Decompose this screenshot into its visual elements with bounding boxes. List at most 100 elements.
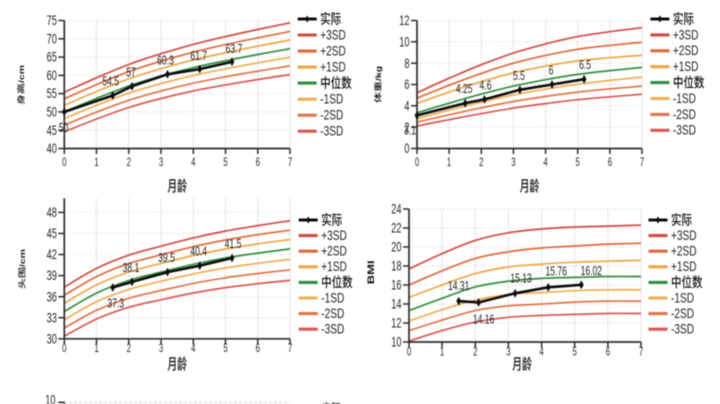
svg-text:-1SD: -1SD — [320, 91, 343, 107]
svg-text:-1SD: -1SD — [321, 290, 344, 306]
svg-text:24: 24 — [391, 203, 402, 217]
svg-text:4: 4 — [404, 100, 410, 114]
svg-text:-1SD: -1SD — [673, 90, 696, 106]
svg-text:+3SD: +3SD — [320, 27, 346, 43]
svg-text:5: 5 — [576, 157, 581, 170]
svg-text:1: 1 — [94, 343, 98, 356]
svg-text:48: 48 — [47, 206, 57, 220]
svg-text:0: 0 — [62, 343, 67, 356]
svg-text:39: 39 — [47, 270, 57, 284]
svg-text:12: 12 — [399, 15, 409, 29]
svg-text:10: 10 — [399, 36, 409, 50]
svg-text:6: 6 — [606, 346, 611, 359]
svg-text:10: 10 — [45, 394, 55, 404]
svg-text:5: 5 — [573, 346, 578, 359]
svg-text:-3SD: -3SD — [320, 123, 343, 139]
svg-text:/cm: /cm — [17, 65, 25, 83]
svg-text:8: 8 — [404, 57, 409, 71]
svg-text:2: 2 — [479, 157, 483, 170]
svg-text:15.76: 15.76 — [545, 265, 566, 279]
svg-text:42: 42 — [47, 249, 57, 263]
svg-text:5.5: 5.5 — [513, 69, 525, 83]
svg-text:40.4: 40.4 — [190, 245, 207, 259]
svg-text:+1SD: +1SD — [320, 59, 346, 75]
svg-text:/cm: /cm — [18, 249, 26, 267]
svg-text:50: 50 — [59, 121, 69, 135]
svg-text:75: 75 — [47, 15, 57, 29]
svg-text:3.1: 3.1 — [404, 124, 416, 138]
svg-text:38.1: 38.1 — [123, 261, 140, 275]
svg-text:3: 3 — [159, 343, 164, 356]
svg-text:+1SD: +1SD — [671, 259, 697, 275]
svg-text:-1SD: -1SD — [671, 290, 694, 306]
svg-text:16: 16 — [391, 279, 401, 293]
svg-text:7: 7 — [640, 157, 644, 170]
svg-text:16.02: 16.02 — [581, 264, 602, 278]
svg-text:+1SD: +1SD — [321, 259, 347, 275]
svg-text:-2SD: -2SD — [321, 306, 344, 322]
svg-text:57: 57 — [126, 66, 136, 80]
svg-text:2: 2 — [127, 343, 131, 356]
svg-text:-3SD: -3SD — [321, 321, 344, 337]
svg-text:50: 50 — [47, 106, 57, 120]
svg-text:0: 0 — [404, 143, 409, 157]
svg-text:+2SD: +2SD — [671, 243, 697, 259]
svg-text:1: 1 — [440, 346, 444, 359]
svg-text:2: 2 — [473, 346, 477, 359]
svg-text:15.13: 15.13 — [510, 272, 531, 286]
svg-text:+3SD: +3SD — [671, 228, 697, 244]
svg-text:14.31: 14.31 — [448, 279, 469, 293]
svg-text:+2SD: +2SD — [320, 43, 346, 59]
svg-text:0: 0 — [62, 157, 67, 170]
svg-text:4: 4 — [191, 343, 196, 356]
svg-text:6: 6 — [256, 343, 261, 356]
svg-text:63.7: 63.7 — [226, 42, 243, 56]
svg-text:65: 65 — [47, 51, 57, 65]
svg-text:60.3: 60.3 — [157, 54, 174, 68]
svg-text:6: 6 — [404, 79, 409, 93]
svg-text:5: 5 — [223, 343, 228, 356]
svg-text:60: 60 — [47, 69, 57, 83]
svg-text:41.5: 41.5 — [225, 237, 242, 251]
svg-text:-2SD: -2SD — [673, 106, 696, 122]
svg-text:/kg: /kg — [374, 66, 382, 81]
svg-text:40: 40 — [47, 143, 57, 157]
svg-text:-3SD: -3SD — [671, 321, 694, 337]
svg-text:6: 6 — [549, 64, 554, 78]
svg-text:4: 4 — [543, 157, 548, 170]
svg-text:39.5: 39.5 — [158, 251, 175, 265]
svg-text:7: 7 — [288, 157, 292, 170]
svg-text:3: 3 — [511, 157, 516, 170]
svg-text:1: 1 — [94, 157, 98, 170]
svg-text:+2SD: +2SD — [673, 43, 699, 59]
svg-text:33: 33 — [47, 312, 57, 326]
svg-text:+2SD: +2SD — [321, 243, 347, 259]
svg-text:BMI: BMI — [366, 260, 376, 284]
svg-text:+3SD: +3SD — [673, 27, 699, 43]
svg-text:30: 30 — [47, 333, 57, 347]
svg-text:6: 6 — [256, 157, 261, 170]
svg-text:4: 4 — [539, 346, 544, 359]
svg-text:12: 12 — [391, 317, 401, 331]
svg-text:10: 10 — [391, 336, 401, 350]
svg-text:7: 7 — [639, 346, 643, 359]
svg-text:7: 7 — [288, 343, 292, 356]
svg-text:14: 14 — [391, 298, 402, 312]
svg-text:45: 45 — [47, 227, 57, 241]
svg-text:0: 0 — [407, 346, 412, 359]
svg-text:36: 36 — [47, 291, 57, 305]
svg-text:-3SD: -3SD — [673, 122, 696, 138]
svg-text:5: 5 — [223, 157, 228, 170]
svg-text:45: 45 — [47, 124, 57, 138]
svg-text:4.25: 4.25 — [456, 83, 473, 97]
svg-text:54.5: 54.5 — [102, 75, 119, 89]
svg-text:6: 6 — [608, 157, 613, 170]
svg-text:4.6: 4.6 — [480, 79, 492, 93]
svg-text:1: 1 — [447, 157, 451, 170]
svg-text:18: 18 — [391, 260, 401, 274]
svg-text:+3SD: +3SD — [321, 228, 347, 244]
svg-text:22: 22 — [391, 222, 401, 236]
svg-text:37.3: 37.3 — [107, 297, 124, 311]
svg-text:20: 20 — [391, 241, 401, 255]
svg-text:3: 3 — [506, 346, 511, 359]
